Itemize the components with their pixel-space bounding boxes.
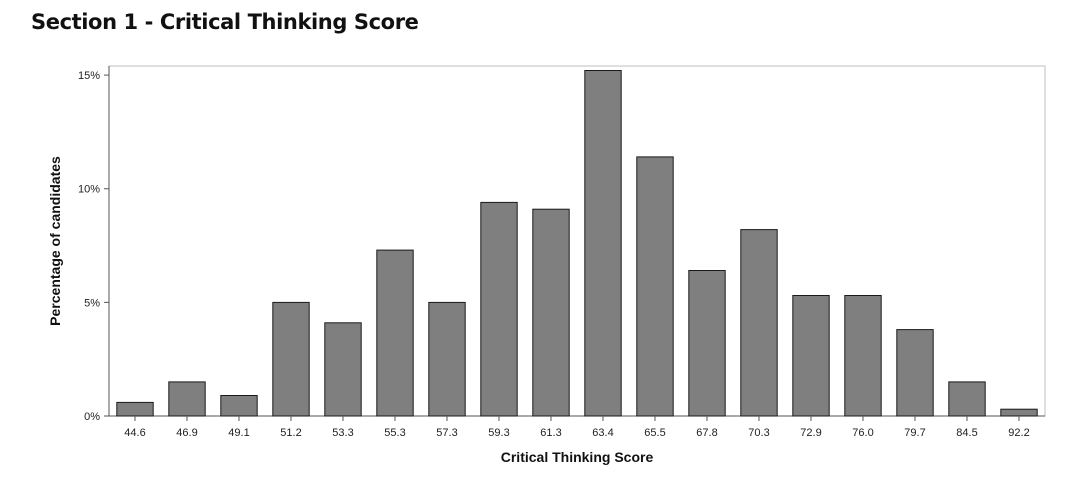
bar-67.8 [688, 270, 726, 417]
y-tick-label: 10% [78, 184, 100, 196]
x-tick-label: 49.1 [228, 427, 249, 439]
x-tick-label: 59.3 [488, 427, 509, 439]
y-tick-label: 0% [84, 411, 100, 423]
x-tick-label: 92.2 [1008, 427, 1029, 439]
bar-59.3 [480, 201, 518, 417]
x-tick-label: 70.3 [748, 427, 769, 439]
bar-57.3 [428, 301, 466, 417]
bar-92.2 [1000, 408, 1038, 417]
y-axis-title: Percentage of candidates [47, 156, 63, 326]
y-tick-label: 15% [78, 70, 100, 82]
bar-49.1 [220, 395, 258, 417]
bar-79.7 [896, 329, 934, 417]
x-tick-label: 63.4 [592, 427, 613, 439]
y-tick-label: 5% [84, 297, 100, 309]
page-title: Section 1 - Critical Thinking Score [31, 10, 419, 34]
x-tick-label: 72.9 [800, 427, 821, 439]
x-tick-label: 79.7 [904, 427, 925, 439]
x-tick-label: 53.3 [332, 427, 353, 439]
bar-84.5 [948, 381, 986, 417]
bar-65.5 [636, 156, 674, 417]
bar-55.3 [376, 249, 414, 417]
x-tick-label: 84.5 [956, 427, 977, 439]
x-tick-label: 57.3 [436, 427, 457, 439]
x-axis-title: Critical Thinking Score [501, 449, 654, 465]
x-tick-label: 44.6 [124, 427, 145, 439]
bar-63.4 [584, 70, 622, 417]
x-tick-label: 76.0 [852, 427, 873, 439]
bar-61.3 [532, 208, 570, 417]
x-ticks-group: 44.6 46.9 49.1 51.2 53.3 55.3 57.3 59.3 61.3 63.4… [124, 416, 1030, 439]
bar-44.6 [116, 401, 154, 417]
x-tick-label: 67.8 [696, 427, 717, 439]
bar-53.3 [324, 322, 362, 417]
x-tick-label: 65.5 [644, 427, 665, 439]
x-tick-label: 46.9 [176, 427, 197, 439]
x-tick-label: 61.3 [540, 427, 561, 439]
bar-46.9 [168, 381, 206, 417]
bar-76.0 [844, 295, 882, 417]
x-tick-label: 51.2 [280, 427, 301, 439]
bar-51.2 [272, 301, 310, 417]
x-tick-label: 55.3 [384, 427, 405, 439]
bar-70.3 [740, 229, 778, 417]
bar-72.9 [792, 295, 830, 417]
y-ticks-group: 0% 5% 10% 15% [78, 70, 109, 423]
bars-group [116, 70, 1038, 417]
